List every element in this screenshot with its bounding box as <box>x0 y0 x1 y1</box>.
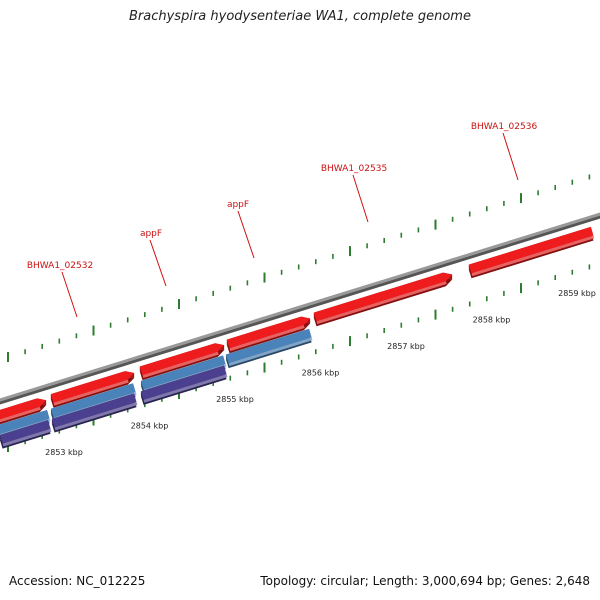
forward-gene-0 <box>0 398 47 425</box>
cds-feature-3 <box>225 328 313 369</box>
gene-label-leader <box>149 239 167 287</box>
forward-gene-3 <box>226 316 311 354</box>
gene-labels: BHWA1_02532 appF appF BHWA1_02535 BHWA1_0253… <box>27 122 538 318</box>
cds-alt-feature-2 <box>140 365 228 405</box>
gene-label-leader <box>237 210 255 259</box>
ruler-label: 2859 kbp <box>558 289 596 298</box>
upper-tick-row <box>7 174 591 362</box>
lower-tick-row <box>7 264 591 452</box>
map-title: Brachyspira hyodysenteriae WA1, complete… <box>129 9 471 24</box>
gene-label-leader <box>352 174 369 223</box>
forward-gene-5 <box>468 226 595 279</box>
ruler-labels: 2853 kbp 2854 kbp 2855 kbp 2856 kbp 2857 kbp… <box>45 289 596 457</box>
backbone-shadow <box>0 215 600 405</box>
gene-label: appF <box>140 229 162 239</box>
gene-label: BHWA1_02536 <box>471 122 538 132</box>
ruler-label: 2856 kbp <box>302 369 340 378</box>
ruler-label: 2855 kbp <box>216 395 254 404</box>
forward-gene-4 <box>313 272 453 327</box>
gene-features <box>0 226 595 449</box>
ruler-label: 2854 kbp <box>131 422 169 431</box>
ruler-label: 2858 kbp <box>473 316 511 325</box>
forward-gene-1 <box>50 371 135 408</box>
gene-label: BHWA1_02535 <box>321 164 387 174</box>
genome-summary-text: Topology: circular; Length: 3,000,694 bp… <box>260 574 590 588</box>
backbone <box>0 212 600 402</box>
cds-alt-feature-1 <box>51 393 138 433</box>
gene-label-leader <box>61 271 78 318</box>
cds-alt-feature-0 <box>0 420 52 449</box>
gene-label: BHWA1_02532 <box>27 261 93 271</box>
gene-label-leader <box>502 132 519 181</box>
forward-gene-2 <box>139 343 225 381</box>
accession-text: Accession: NC_012225 <box>9 574 146 588</box>
ruler-label: 2857 kbp <box>387 342 425 351</box>
ruler-label: 2853 kbp <box>45 448 83 457</box>
gene-label: appF <box>227 200 249 210</box>
